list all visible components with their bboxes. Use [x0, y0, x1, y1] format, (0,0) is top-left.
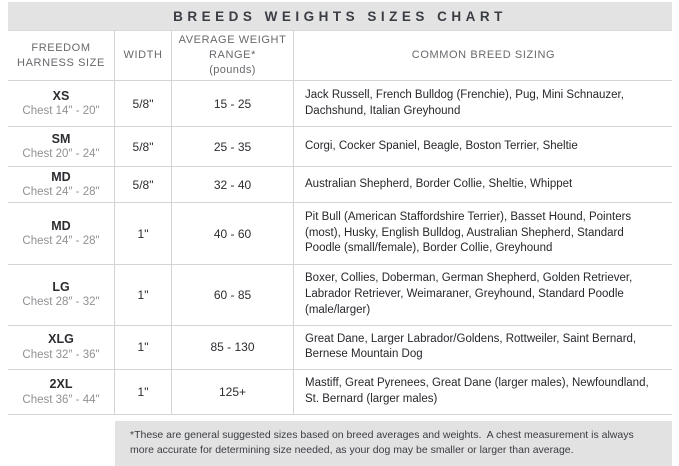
width-value: 5/8": [115, 81, 172, 126]
chest-range: Chest 20″ - 24": [22, 148, 100, 161]
header-width: WIDTH: [115, 31, 172, 80]
harness-size-cell: XS Chest 14" - 20": [8, 81, 115, 126]
harness-size-cell: SM Chest 20″ - 24": [8, 127, 115, 166]
table-row-lg: LG Chest 28″ - 32" 1" 60 - 85 Boxer, Col…: [8, 265, 672, 326]
size-label: MD: [51, 218, 71, 233]
size-label: XS: [52, 88, 70, 103]
size-label: XLG: [48, 332, 74, 347]
width-value: 1": [115, 203, 172, 264]
breed-list: Corgi, Cocker Spaniel, Beagle, Boston Te…: [305, 139, 578, 152]
harness-size-cell: MD Chest 24″ - 28": [8, 203, 115, 264]
chest-range: Chest 36″ - 44": [22, 393, 100, 406]
weight-range-value: 125+: [172, 370, 294, 415]
header-breed-sizing: COMMON BREED SIZING: [411, 49, 556, 62]
breed-list: Mastiff, Great Pyrenees, Great Dane (lar…: [305, 377, 649, 406]
breed-list: Great Dane, Larger Labrador/Goldens, Rot…: [305, 332, 637, 361]
sizing-table: FREEDOM HARNESS SIZE WIDTH AVERAGE WEIGH…: [8, 30, 672, 416]
size-label: 2XL: [49, 377, 73, 392]
weight-range-value: 25 - 35: [172, 127, 294, 166]
harness-size-cell: XLG Chest 32″ - 36": [8, 325, 115, 370]
size-label: SM: [51, 131, 71, 146]
breed-list: Australian Shepherd, Border Collie, Shel…: [305, 177, 573, 190]
width-value: 1": [115, 325, 172, 370]
table-row-md-large: MD Chest 24″ - 28" 1" 40 - 60 Pit Bull (…: [8, 203, 672, 265]
table-row-md-small: MD Chest 24″ - 28" 5/8" 32 - 40 Australi…: [8, 167, 672, 203]
width-value: 1": [115, 265, 172, 325]
weight-range-value: 85 - 130: [172, 325, 294, 370]
header-harness-size: FREEDOM HARNESS SIZE: [8, 31, 115, 80]
weight-range-value: 15 - 25: [172, 81, 294, 126]
table-row-xlg: XLG Chest 32″ - 36" 1" 85 - 130 Great Da…: [8, 325, 672, 371]
table-header-row: FREEDOM HARNESS SIZE WIDTH AVERAGE WEIGH…: [8, 31, 672, 81]
table-row-2xl: 2XL Chest 36″ - 44" 1" 125+ Mastiff, Gre…: [8, 370, 672, 416]
chart-title-bar: BREEDS WEIGHTS SIZES CHART: [8, 2, 672, 30]
chart-title: BREEDS WEIGHTS SIZES CHART: [173, 8, 507, 24]
chest-range: Chest 28″ - 32": [22, 296, 100, 309]
chest-range: Chest 32″ - 36": [22, 349, 100, 362]
header-weight-range: AVERAGE WEIGHT RANGE* (pounds): [172, 31, 294, 80]
table-row-sm: SM Chest 20″ - 24" 5/8" 25 - 35 Corgi, C…: [8, 127, 672, 167]
width-value: 5/8": [115, 127, 172, 166]
chest-range: Chest 24″ - 28": [22, 186, 100, 199]
breeds-weights-sizes-chart: BREEDS WEIGHTS SIZES CHART FREEDOM HARNE…: [8, 2, 672, 466]
header-weight-unit: (pounds): [209, 63, 256, 76]
table-row-xs: XS Chest 14" - 20" 5/8" 15 - 25 Jack Rus…: [8, 81, 672, 127]
chest-range: Chest 24″ - 28": [22, 235, 100, 248]
weight-range-value: 32 - 40: [172, 167, 294, 202]
width-value: 1": [115, 370, 172, 415]
harness-size-cell: MD Chest 24″ - 28": [8, 167, 115, 202]
size-label: LG: [52, 279, 70, 294]
chest-range: Chest 14" - 20": [22, 105, 100, 118]
harness-size-cell: 2XL Chest 36″ - 44": [8, 370, 115, 415]
width-value: 5/8": [115, 167, 172, 202]
header-weight-range-label: AVERAGE WEIGHT RANGE*: [178, 34, 287, 62]
breed-list: Boxer, Collies, Doberman, German Shepher…: [305, 272, 633, 316]
breed-list: Pit Bull (American Staffordshire Terrier…: [305, 210, 632, 255]
header-harness-size-label: FREEDOM HARNESS SIZE: [17, 41, 105, 69]
weight-range-value: 60 - 85: [172, 265, 294, 325]
breed-list: Jack Russell, French Bulldog (Frenchie),…: [305, 88, 624, 117]
weight-range-value: 40 - 60: [172, 203, 294, 264]
harness-size-cell: LG Chest 28″ - 32": [8, 265, 115, 325]
size-label: MD: [51, 169, 71, 184]
